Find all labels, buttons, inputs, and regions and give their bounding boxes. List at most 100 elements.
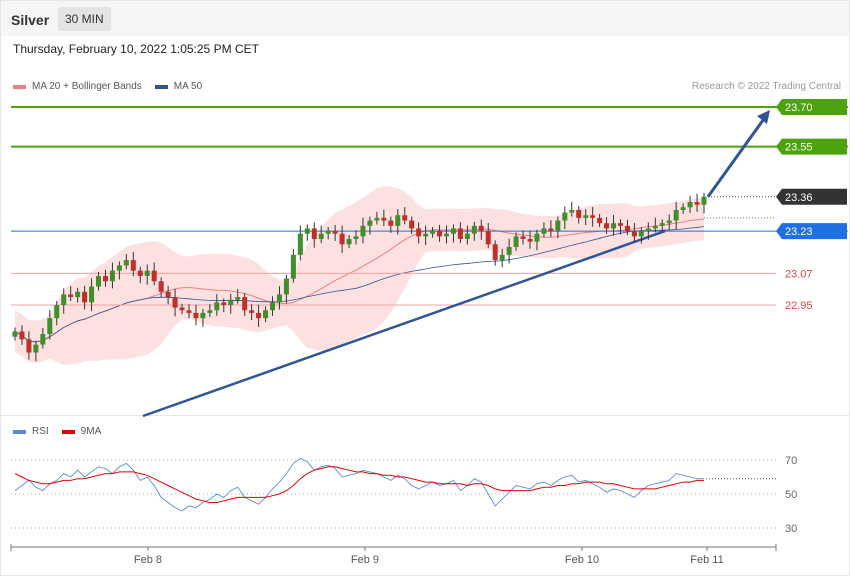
candle-up	[270, 302, 276, 311]
candle-down	[590, 215, 596, 218]
candle-up	[263, 310, 269, 319]
candle-up	[464, 233, 470, 239]
candle-up	[680, 207, 686, 210]
candle-up	[283, 278, 289, 295]
candle-down	[137, 270, 143, 276]
candle-up	[61, 294, 67, 305]
candle-down	[381, 217, 387, 221]
candle-up	[235, 297, 241, 300]
candle-up	[214, 302, 220, 311]
time-tick-label: Feb 9	[351, 554, 379, 566]
rsi-panel: 70 50 30	[11, 455, 797, 535]
candle-up	[450, 228, 456, 234]
timeframe-badge[interactable]: 30 MIN	[58, 7, 111, 31]
level-tag-23-55	[776, 138, 847, 155]
candle-down	[527, 239, 533, 242]
candle-down	[597, 217, 603, 224]
candle-down	[158, 281, 164, 292]
candle-up	[652, 225, 658, 229]
rsi-9ma-line	[14, 466, 704, 503]
candle-up	[569, 209, 575, 213]
level-tag-23-36	[776, 188, 847, 205]
legend-label-ma20: MA 20 + Bollinger Bands	[32, 81, 142, 92]
candle-down	[249, 310, 255, 313]
level-label-23-36: 23.36	[785, 192, 813, 204]
candle-up	[207, 310, 213, 313]
time-tick-label: Feb 10	[565, 554, 599, 566]
candle-down	[485, 231, 491, 245]
level-label-23-23: 23.23	[785, 226, 813, 238]
candle-up	[583, 215, 589, 218]
candle-up	[353, 236, 359, 239]
candle-up	[673, 209, 679, 221]
candle-down	[165, 291, 171, 298]
candle-up	[360, 225, 366, 237]
candle-up	[611, 223, 617, 229]
candle-up	[395, 215, 401, 226]
candle-up	[228, 299, 234, 305]
support-trend-line	[142, 229, 666, 418]
level-label-23-07: 23.07	[785, 268, 813, 280]
candle-up	[276, 294, 282, 303]
candle-up	[687, 202, 693, 208]
candle-up	[116, 265, 122, 271]
legend-swatch-9ma	[61, 429, 75, 434]
candle-down	[172, 297, 178, 308]
symbol-title: Silver	[11, 12, 50, 28]
projection-arrow-head	[757, 110, 770, 124]
candle-down	[604, 223, 610, 229]
candle-down	[82, 291, 88, 303]
candle-up	[541, 228, 547, 234]
candle-down	[311, 228, 317, 239]
candle-down	[221, 302, 227, 305]
candle-up	[40, 334, 46, 345]
candle-up	[144, 270, 150, 276]
candle-down	[548, 228, 554, 232]
candle-down	[624, 225, 630, 232]
rsi-line	[14, 457, 704, 512]
candle-up	[318, 233, 324, 239]
candle-down	[130, 260, 136, 271]
candle-up	[54, 305, 60, 319]
candle-up	[471, 225, 477, 234]
candle-up	[109, 270, 115, 282]
candle-up	[666, 220, 672, 224]
main-legend: MA 20 + Bollinger Bands MA 50	[13, 81, 202, 92]
candle-down	[520, 236, 526, 239]
candle-down	[492, 244, 498, 261]
candle-up	[304, 228, 310, 234]
level-lines	[11, 106, 848, 306]
time-axis: Feb 8 Feb 9 Feb 10 Feb 11	[10, 544, 777, 566]
candle-down	[694, 202, 700, 205]
candle-up	[47, 318, 53, 335]
chart-datetime: Thursday, February 10, 2022 1:05:25 PM C…	[13, 42, 259, 56]
level-label-23-70: 23.70	[785, 102, 813, 114]
candle-down	[242, 297, 248, 311]
rsi-legend: RSI 9MA	[13, 426, 101, 437]
candle-down	[332, 231, 338, 234]
candle-up	[297, 233, 303, 255]
rsi-tick-30: 30	[785, 523, 797, 535]
ma50-line	[14, 226, 705, 343]
candle-up	[290, 254, 296, 279]
rsi-tick-70: 70	[785, 455, 797, 467]
candle-up	[562, 212, 568, 221]
level-tag-23-70	[776, 99, 847, 115]
candle-down	[416, 228, 422, 237]
legend-label-9ma: 9MA	[80, 426, 102, 437]
candle-up	[638, 231, 644, 237]
candle-down	[256, 312, 262, 319]
legend-swatch-rsi	[13, 429, 26, 434]
candle-up	[96, 275, 102, 287]
candle-up	[534, 233, 540, 242]
legend-swatch-ma20	[13, 84, 26, 89]
level-tag-23-23	[776, 223, 847, 240]
projection-arrow-shaft	[706, 115, 768, 198]
candle-up	[346, 239, 352, 245]
legend-label-ma50: MA 50	[173, 81, 203, 92]
candle-up	[499, 254, 505, 261]
candle-down	[193, 312, 199, 319]
candle-up	[555, 220, 561, 232]
candle-up	[325, 231, 331, 234]
